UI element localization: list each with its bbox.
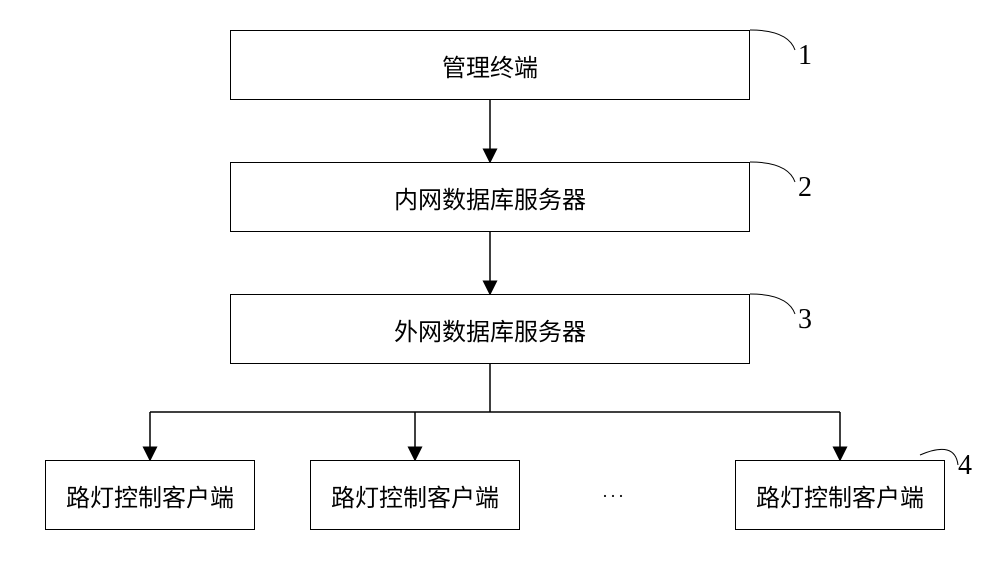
node-label: 路灯控制客户端 bbox=[756, 478, 924, 513]
node-n2: 内网数据库服务器 bbox=[230, 162, 750, 232]
node-label: 内网数据库服务器 bbox=[394, 180, 586, 215]
ref-label-3: 3 bbox=[798, 304, 812, 336]
ellipsis: ··· bbox=[602, 486, 626, 507]
node-n3: 外网数据库服务器 bbox=[230, 294, 750, 364]
ref-label-2: 2 bbox=[798, 172, 812, 204]
node-c2: 路灯控制客户端 bbox=[310, 460, 520, 530]
diagram-canvas: { "diagram": { "type": "flowchart", "can… bbox=[0, 0, 1000, 562]
node-label: 外网数据库服务器 bbox=[394, 312, 586, 347]
node-n1: 管理终端 bbox=[230, 30, 750, 100]
node-label: 管理终端 bbox=[442, 48, 538, 83]
ref-label-1: 1 bbox=[798, 40, 812, 72]
node-c3: 路灯控制客户端 bbox=[735, 460, 945, 530]
node-label: 路灯控制客户端 bbox=[66, 478, 234, 513]
ref-label-4: 4 bbox=[958, 450, 972, 482]
node-c1: 路灯控制客户端 bbox=[45, 460, 255, 530]
node-label: 路灯控制客户端 bbox=[331, 478, 499, 513]
